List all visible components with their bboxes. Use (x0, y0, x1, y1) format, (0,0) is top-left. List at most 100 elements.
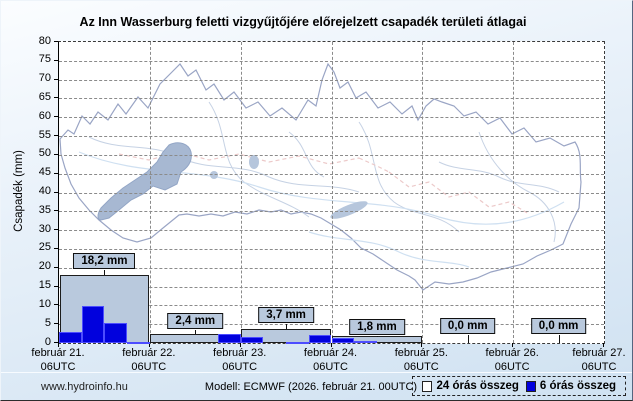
model-info-text: Modell: ECMWF (2026. február 21. 00UTC) (204, 381, 418, 393)
website-text: www.hydroinfo.hu (41, 381, 128, 393)
label-callout-line (558, 335, 560, 343)
y-tick-mark (54, 229, 58, 231)
x-tick-label: február 22. 06UTC (103, 346, 195, 374)
x-tick-line: 06UTC (581, 361, 617, 373)
six-hour-bar (286, 342, 309, 345)
x-tick-label: február 24. 06UTC (285, 346, 377, 374)
six-hour-bar (240, 337, 264, 343)
label-callout-line (104, 270, 106, 275)
y-tick-label: 0 (44, 335, 51, 348)
y-tick-label: 30 (38, 222, 51, 235)
x-tick-line: 06UTC (222, 361, 258, 373)
y-tick-label: 25 (38, 241, 51, 254)
six-hour-bar (308, 335, 332, 343)
y-tick-label: 50 (38, 147, 51, 160)
y-tick-label: 15 (38, 279, 51, 292)
legend-label-6h: 6 órás összeg (539, 380, 616, 392)
border-lines (118, 151, 530, 215)
subbasin-lines (88, 101, 560, 243)
daily-total-value-label: 2,4 mm (167, 313, 224, 329)
y-tick-label: 60 (38, 109, 51, 122)
basin-map (59, 62, 582, 291)
x-tick-mark (603, 343, 604, 347)
v-gridline (513, 42, 515, 343)
v-gridline (240, 42, 242, 343)
y-tick-mark (54, 41, 58, 42)
daily-total-swatch-icon (422, 380, 433, 392)
label-callout-line (286, 324, 288, 330)
x-tick-mark (512, 343, 514, 347)
x-tick-mark (239, 343, 241, 347)
x-tick-line: február 27. (572, 347, 626, 359)
x-tick-label: február 25. 06UTC (375, 346, 467, 374)
legend-item-daily: 24 órás összeg (422, 380, 519, 392)
y-tick-mark (54, 153, 58, 155)
inn-catchment-fill (97, 142, 192, 221)
v-gridline (422, 42, 424, 343)
y-tick-mark (54, 135, 58, 137)
x-tick-line: 06UTC (494, 361, 530, 373)
lake-small (210, 171, 218, 179)
y-tick-label: 20 (38, 260, 51, 273)
x-tick-line: február 22. (122, 347, 176, 359)
y-tick-mark (54, 116, 58, 118)
x-tick-line: február 23. (213, 347, 267, 359)
legend-item-6h: 6 órás összeg (525, 380, 616, 392)
daily-total-value-label: 3,7 mm (258, 307, 314, 323)
v-gridline (149, 42, 151, 343)
x-tick-label: február 26. 06UTC (466, 346, 558, 374)
six-hour-bar (217, 333, 241, 343)
y-tick-label: 80 (38, 34, 51, 47)
y-tick-label: 10 (38, 297, 51, 310)
y-tick-mark (54, 285, 58, 287)
y-tick-mark (54, 342, 58, 343)
basin-outline (59, 62, 582, 291)
x-tick-line: 06UTC (313, 361, 348, 373)
y-tick-label: 65 (38, 90, 51, 103)
x-tick-line: február 21. (31, 347, 85, 359)
footer-bar: www.hydroinfo.hu Modell: ECMWF (2026. fe… (1, 372, 632, 401)
x-tick-line: február 26. (485, 347, 539, 359)
x-tick-line: 06UTC (403, 361, 439, 373)
plot-area: 18,2 mm 2,4 mm 3,7 mm 1,8 mm 0,0 mm 0,0 mm (58, 41, 605, 345)
y-tick-mark (54, 191, 58, 193)
chart-title: Az Inn Wasserburg feletti vizgyűjtőjére … (79, 15, 527, 29)
y-tick-label: 35 (38, 203, 51, 216)
y-tick-label: 40 (38, 185, 51, 197)
daily-total-value-label: 18,2 mm (73, 253, 136, 269)
x-tick-mark (421, 343, 423, 347)
lake-neusiedl (249, 155, 259, 169)
y-tick-mark (54, 304, 58, 306)
x-tick-line: 06UTC (131, 361, 167, 373)
label-callout-line (467, 335, 469, 343)
legend-box: 24 órás összeg 6 órás összeg (412, 376, 626, 396)
lake-balaton (330, 201, 368, 219)
y-tick-mark (54, 210, 58, 212)
label-callout-line (195, 330, 197, 334)
y-tick-label: 55 (38, 128, 51, 141)
six-hour-bar (354, 341, 377, 344)
y-tick-mark (54, 323, 58, 325)
y-tick-mark (54, 59, 58, 61)
y-tick-label: 45 (38, 166, 51, 179)
x-tick-line: 06UTC (40, 361, 76, 373)
y-tick-mark (54, 172, 58, 174)
six-hour-bar (59, 331, 82, 343)
x-tick-line: február 25. (394, 347, 448, 359)
y-tick-label: 70 (38, 72, 51, 85)
y-tick-mark (54, 247, 58, 249)
y-tick-mark (54, 266, 58, 268)
six-hour-bar (104, 323, 128, 343)
x-tick-label: február 27. 06UTC (553, 346, 633, 374)
six-hour-bar (81, 306, 105, 343)
legend-label-daily: 24 órás összeg (436, 380, 519, 392)
y-tick-mark (54, 78, 58, 80)
six-hour-bar (331, 337, 355, 343)
x-tick-mark (58, 343, 59, 347)
six-hour-swatch-icon (525, 380, 536, 392)
daily-total-value-label: 0,0 mm (530, 318, 587, 334)
v-gridline (331, 42, 333, 343)
daily-total-value-label: 0,0 mm (439, 318, 496, 334)
x-tick-mark (148, 343, 150, 347)
x-tick-label: február 21. 06UTC (12, 346, 104, 374)
